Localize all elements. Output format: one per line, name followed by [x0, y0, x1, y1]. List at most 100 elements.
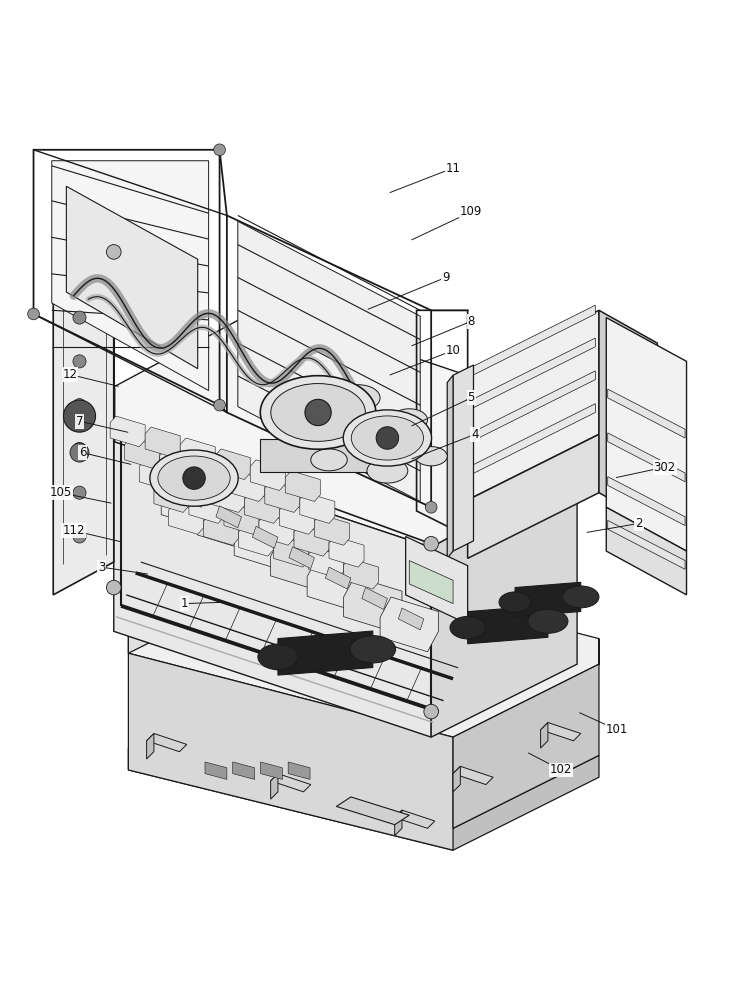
- Ellipse shape: [344, 410, 431, 466]
- Polygon shape: [270, 536, 329, 590]
- Polygon shape: [471, 338, 595, 409]
- Polygon shape: [194, 460, 230, 491]
- Polygon shape: [179, 485, 205, 507]
- Circle shape: [424, 704, 439, 719]
- Polygon shape: [129, 748, 599, 850]
- Ellipse shape: [528, 609, 568, 633]
- Circle shape: [376, 427, 398, 449]
- Polygon shape: [344, 558, 379, 589]
- Ellipse shape: [158, 456, 230, 500]
- Circle shape: [73, 530, 86, 543]
- Polygon shape: [471, 305, 595, 376]
- Polygon shape: [607, 389, 685, 438]
- Text: 102: 102: [550, 763, 572, 776]
- Polygon shape: [110, 416, 145, 447]
- Ellipse shape: [415, 447, 447, 466]
- Ellipse shape: [352, 416, 423, 460]
- Ellipse shape: [150, 450, 238, 506]
- Circle shape: [64, 400, 96, 432]
- Polygon shape: [160, 449, 194, 480]
- Ellipse shape: [562, 586, 599, 608]
- Ellipse shape: [336, 385, 380, 411]
- Polygon shape: [209, 482, 244, 512]
- Polygon shape: [541, 723, 580, 741]
- Text: 10: 10: [446, 344, 461, 357]
- Ellipse shape: [270, 384, 366, 441]
- Polygon shape: [147, 733, 186, 752]
- Ellipse shape: [260, 376, 376, 449]
- Circle shape: [424, 536, 439, 551]
- Polygon shape: [453, 639, 599, 828]
- Text: 5: 5: [468, 391, 475, 404]
- Polygon shape: [270, 774, 311, 792]
- Polygon shape: [599, 310, 657, 526]
- Polygon shape: [468, 434, 599, 558]
- Text: 12: 12: [63, 368, 77, 381]
- Polygon shape: [288, 762, 310, 779]
- Text: 7: 7: [76, 415, 83, 428]
- Polygon shape: [606, 507, 686, 595]
- Text: 302: 302: [654, 461, 675, 474]
- Polygon shape: [270, 774, 278, 799]
- Ellipse shape: [311, 449, 347, 471]
- Polygon shape: [471, 371, 595, 442]
- Polygon shape: [129, 653, 453, 850]
- Circle shape: [73, 399, 86, 412]
- Polygon shape: [278, 631, 373, 675]
- Polygon shape: [325, 567, 351, 589]
- Polygon shape: [606, 318, 686, 551]
- Circle shape: [73, 355, 86, 368]
- Polygon shape: [140, 460, 174, 491]
- Polygon shape: [344, 577, 402, 631]
- Text: 4: 4: [471, 428, 479, 441]
- Polygon shape: [234, 515, 292, 570]
- Text: 1: 1: [181, 597, 189, 610]
- Polygon shape: [265, 482, 300, 512]
- Polygon shape: [515, 582, 580, 617]
- Polygon shape: [189, 493, 224, 523]
- Polygon shape: [453, 365, 474, 551]
- Circle shape: [183, 467, 205, 489]
- Polygon shape: [174, 471, 209, 501]
- Polygon shape: [260, 762, 282, 779]
- Text: 2: 2: [635, 517, 643, 530]
- Polygon shape: [147, 733, 154, 759]
- Polygon shape: [395, 810, 402, 836]
- Polygon shape: [398, 608, 424, 630]
- Ellipse shape: [367, 459, 408, 483]
- Polygon shape: [395, 810, 435, 828]
- Polygon shape: [607, 433, 685, 482]
- Ellipse shape: [391, 409, 428, 431]
- Circle shape: [107, 245, 121, 259]
- Polygon shape: [294, 526, 329, 556]
- Ellipse shape: [258, 644, 298, 670]
- Ellipse shape: [450, 616, 485, 639]
- Text: 9: 9: [442, 271, 450, 284]
- Polygon shape: [362, 588, 387, 609]
- Circle shape: [28, 308, 39, 320]
- Polygon shape: [145, 427, 180, 458]
- Polygon shape: [380, 597, 439, 652]
- Polygon shape: [607, 520, 685, 569]
- Polygon shape: [114, 442, 431, 737]
- Polygon shape: [215, 449, 250, 480]
- Polygon shape: [307, 556, 366, 611]
- Polygon shape: [468, 310, 599, 500]
- Polygon shape: [259, 515, 294, 545]
- Circle shape: [70, 443, 89, 462]
- Polygon shape: [53, 252, 114, 595]
- Polygon shape: [53, 252, 124, 291]
- Circle shape: [213, 144, 225, 156]
- Polygon shape: [406, 536, 468, 624]
- Polygon shape: [114, 307, 577, 547]
- Text: 105: 105: [50, 486, 72, 499]
- Polygon shape: [216, 506, 241, 528]
- Ellipse shape: [350, 636, 395, 663]
- Polygon shape: [541, 723, 548, 748]
- Polygon shape: [205, 762, 227, 779]
- Polygon shape: [169, 504, 203, 534]
- Polygon shape: [129, 555, 274, 653]
- Text: 6: 6: [79, 446, 86, 459]
- Polygon shape: [279, 504, 314, 534]
- Polygon shape: [250, 460, 285, 491]
